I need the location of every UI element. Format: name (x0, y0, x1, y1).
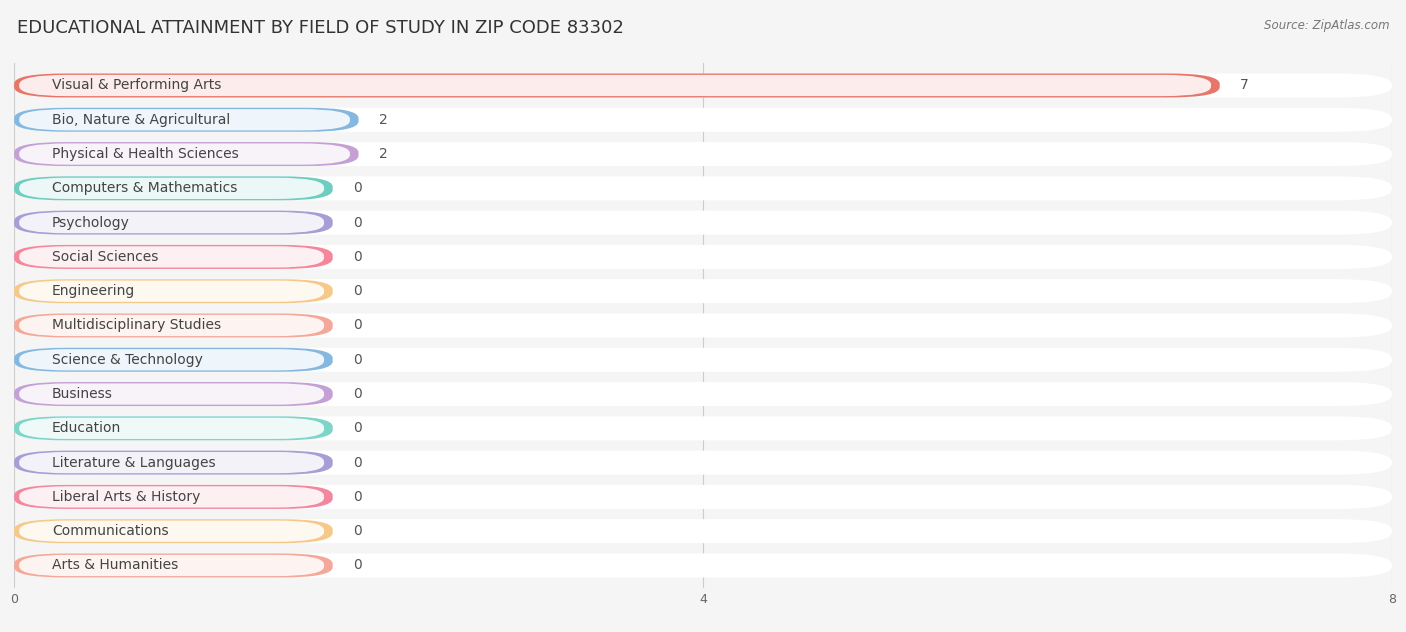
Text: 0: 0 (353, 524, 363, 538)
Text: Physical & Health Sciences: Physical & Health Sciences (52, 147, 239, 161)
FancyBboxPatch shape (14, 142, 1392, 166)
FancyBboxPatch shape (20, 109, 350, 130)
FancyBboxPatch shape (20, 246, 325, 267)
Text: 0: 0 (353, 319, 363, 332)
Text: Literature & Languages: Literature & Languages (52, 456, 215, 470)
Text: 2: 2 (380, 147, 388, 161)
Text: 0: 0 (353, 250, 363, 264)
Text: 2: 2 (380, 112, 388, 127)
FancyBboxPatch shape (20, 384, 325, 404)
FancyBboxPatch shape (14, 279, 1392, 303)
FancyBboxPatch shape (20, 178, 325, 199)
FancyBboxPatch shape (14, 210, 1392, 234)
FancyBboxPatch shape (14, 451, 333, 475)
FancyBboxPatch shape (14, 520, 333, 543)
Text: 0: 0 (353, 422, 363, 435)
FancyBboxPatch shape (14, 245, 333, 269)
Text: Liberal Arts & History: Liberal Arts & History (52, 490, 200, 504)
FancyBboxPatch shape (20, 143, 350, 165)
Text: 0: 0 (353, 353, 363, 367)
FancyBboxPatch shape (14, 142, 359, 166)
Text: Psychology: Psychology (52, 216, 129, 229)
FancyBboxPatch shape (20, 281, 325, 302)
Text: Arts & Humanities: Arts & Humanities (52, 559, 179, 573)
FancyBboxPatch shape (14, 382, 333, 406)
FancyBboxPatch shape (14, 348, 1392, 372)
FancyBboxPatch shape (14, 485, 1392, 509)
FancyBboxPatch shape (20, 75, 1211, 96)
Text: Social Sciences: Social Sciences (52, 250, 159, 264)
FancyBboxPatch shape (14, 451, 1392, 475)
FancyBboxPatch shape (14, 382, 1392, 406)
Text: Visual & Performing Arts: Visual & Performing Arts (52, 78, 221, 92)
Text: Education: Education (52, 422, 121, 435)
Text: 0: 0 (353, 216, 363, 229)
FancyBboxPatch shape (20, 418, 325, 439)
FancyBboxPatch shape (20, 212, 325, 233)
Text: Engineering: Engineering (52, 284, 135, 298)
Text: Multidisciplinary Studies: Multidisciplinary Studies (52, 319, 221, 332)
Text: Source: ZipAtlas.com: Source: ZipAtlas.com (1264, 19, 1389, 32)
Text: Communications: Communications (52, 524, 169, 538)
Text: Science & Technology: Science & Technology (52, 353, 202, 367)
FancyBboxPatch shape (14, 554, 1392, 578)
FancyBboxPatch shape (20, 452, 325, 473)
FancyBboxPatch shape (14, 108, 359, 131)
FancyBboxPatch shape (14, 485, 333, 509)
FancyBboxPatch shape (20, 521, 325, 542)
FancyBboxPatch shape (14, 210, 333, 234)
Text: Computers & Mathematics: Computers & Mathematics (52, 181, 238, 195)
Text: 0: 0 (353, 284, 363, 298)
FancyBboxPatch shape (14, 245, 1392, 269)
FancyBboxPatch shape (20, 349, 325, 370)
FancyBboxPatch shape (14, 348, 333, 372)
FancyBboxPatch shape (14, 554, 333, 578)
Text: 0: 0 (353, 181, 363, 195)
Text: 7: 7 (1240, 78, 1249, 92)
Text: EDUCATIONAL ATTAINMENT BY FIELD OF STUDY IN ZIP CODE 83302: EDUCATIONAL ATTAINMENT BY FIELD OF STUDY… (17, 19, 624, 37)
FancyBboxPatch shape (14, 73, 1392, 97)
Text: 0: 0 (353, 456, 363, 470)
FancyBboxPatch shape (14, 416, 1392, 441)
FancyBboxPatch shape (20, 486, 325, 507)
Text: Business: Business (52, 387, 112, 401)
FancyBboxPatch shape (14, 279, 333, 303)
FancyBboxPatch shape (14, 108, 1392, 131)
FancyBboxPatch shape (14, 176, 333, 200)
FancyBboxPatch shape (20, 555, 325, 576)
Text: Bio, Nature & Agricultural: Bio, Nature & Agricultural (52, 112, 231, 127)
FancyBboxPatch shape (14, 176, 1392, 200)
FancyBboxPatch shape (14, 313, 333, 337)
Text: 0: 0 (353, 490, 363, 504)
FancyBboxPatch shape (14, 416, 333, 441)
FancyBboxPatch shape (14, 313, 1392, 337)
FancyBboxPatch shape (14, 73, 1219, 97)
FancyBboxPatch shape (14, 520, 1392, 543)
FancyBboxPatch shape (20, 315, 325, 336)
Text: 0: 0 (353, 387, 363, 401)
Text: 0: 0 (353, 559, 363, 573)
